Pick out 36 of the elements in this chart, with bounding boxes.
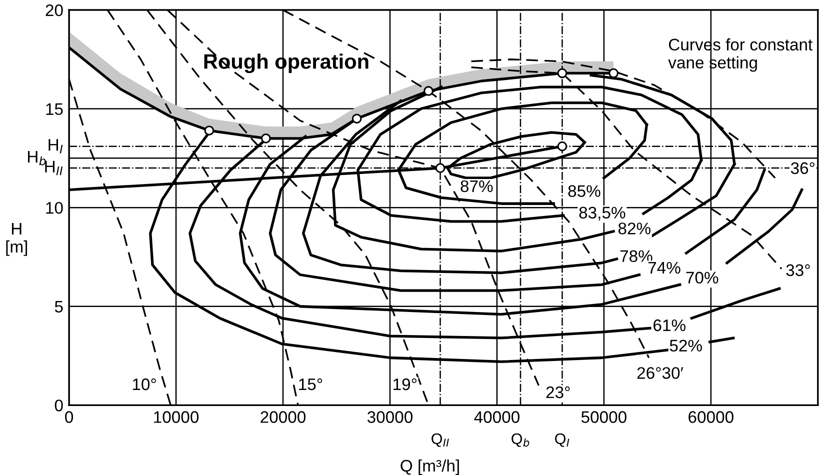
annotation: 19° <box>394 378 416 390</box>
x-tick-label: 20000 <box>260 411 306 423</box>
annotation: 82% <box>618 222 650 234</box>
ref-line-label: H$_{b}$ <box>28 150 46 166</box>
x-axis-title: Q [m³/h] <box>400 459 459 475</box>
annotation: 52% <box>670 340 702 352</box>
x-tick-label: 10000 <box>154 411 199 423</box>
y-axis-title: H [m] <box>6 223 28 256</box>
annotation: 23° <box>546 386 570 398</box>
y-tick-label: 0 <box>54 400 63 412</box>
ref-line-label: H$_{I}$ <box>48 139 63 154</box>
y-tick-label: 10 <box>46 202 63 214</box>
ref-line-label: Q$_{I}$ <box>555 433 570 447</box>
annotation: 70% <box>686 272 718 284</box>
x-tick-label: 50000 <box>581 411 626 423</box>
x-tick-label: 30000 <box>367 411 413 423</box>
y-tick-label: 5 <box>54 300 63 313</box>
annotation: 85% <box>568 185 600 197</box>
annotation: 83,5% <box>579 206 626 221</box>
annotation: 61% <box>654 319 686 332</box>
annotation: 15° <box>299 378 322 390</box>
annotation: 10° <box>132 378 156 390</box>
y-tick-label: 20 <box>46 4 63 16</box>
x-tick-label: 40000 <box>474 411 520 423</box>
annotation: 87% <box>460 180 493 192</box>
x-tick-label: 0 <box>65 411 74 423</box>
annotation: 74% <box>648 262 680 274</box>
annotation: 36° <box>790 162 814 174</box>
annotation: 33° <box>786 264 810 276</box>
y-tick-label: 15 <box>46 103 63 115</box>
ref-line-label: Q$_{b}$ <box>512 433 530 447</box>
ref-line-label: Q$_{II}$ <box>432 433 449 447</box>
x-tick-label: 60000 <box>688 411 734 423</box>
annotation: 78% <box>620 250 652 262</box>
ref-line-label: H$_{II}$ <box>45 160 63 176</box>
annotation: 26°30′ <box>637 367 684 379</box>
